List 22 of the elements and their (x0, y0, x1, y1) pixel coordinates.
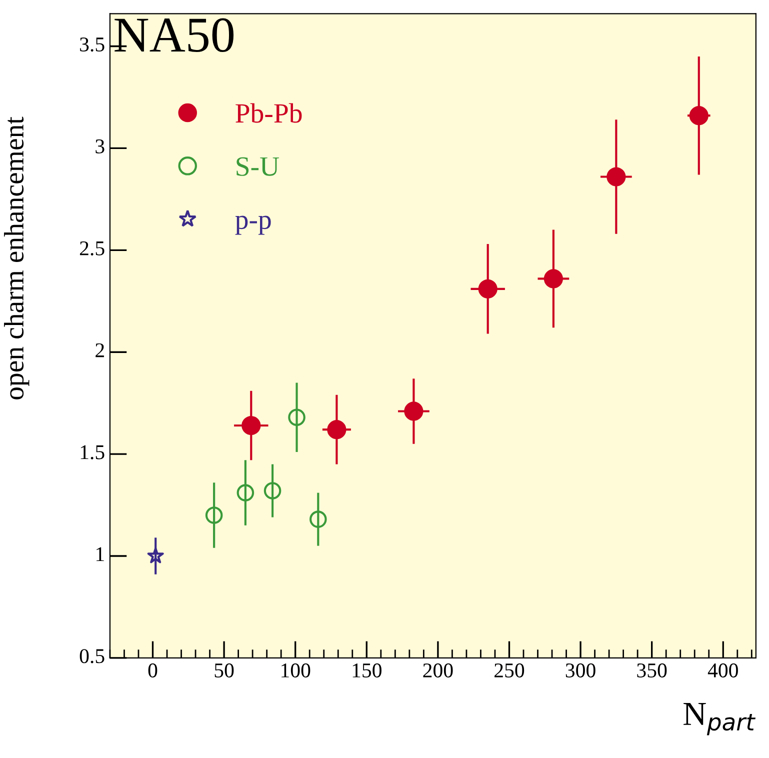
legend-label: S-U (236, 157, 280, 176)
x-tick-label: 150 (352, 663, 382, 678)
annotation: NA50 (114, 18, 234, 52)
legend-label: Pb-Pb (236, 103, 302, 123)
y-tick-label: 0.5 (80, 649, 104, 664)
x-tick-label: 300 (566, 663, 596, 678)
y-axis-title: open charm enhancement (4, 116, 30, 400)
x-tick-label: 100 (282, 663, 310, 678)
x-tick-label: 350 (637, 663, 667, 678)
y-tick-label: 1.5 (80, 445, 104, 460)
x-tick-label: 250 (494, 663, 524, 678)
x-tick-label: 0 (148, 663, 158, 678)
y-tick-label: 3 (96, 139, 104, 154)
x-tick-label: 200 (423, 663, 453, 678)
x-tick-label: 400 (708, 663, 738, 678)
y-tick-label: 2.5 (80, 241, 104, 256)
legend-label: p-p (235, 216, 271, 235)
y-tick-label: 3.5 (80, 37, 104, 52)
x-axis-title: N$_{part}$ (684, 703, 756, 736)
x-tick-label: 50 (214, 663, 234, 678)
y-tick-label: 2 (96, 343, 104, 358)
y-tick-label: 1 (96, 547, 104, 562)
